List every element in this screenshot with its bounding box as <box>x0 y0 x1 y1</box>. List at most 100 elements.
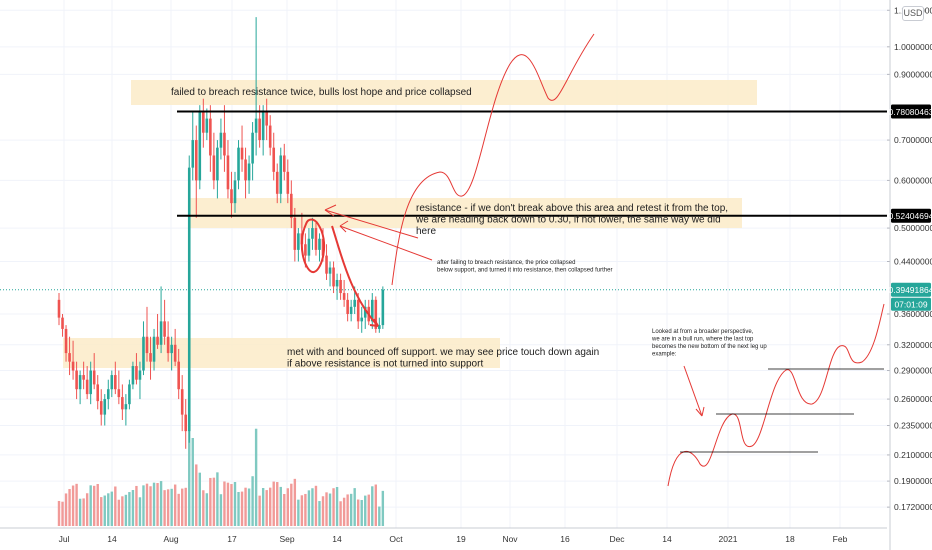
volume-bar <box>381 490 385 526</box>
candle-body <box>258 118 261 141</box>
note-support: if above resistance is not turned into s… <box>287 359 483 370</box>
candle-body <box>106 389 110 400</box>
volume-bar <box>149 486 152 526</box>
volume-bar <box>68 489 71 526</box>
volume-bar <box>332 488 335 526</box>
volume-bar <box>159 481 163 526</box>
volume-bar <box>191 438 194 526</box>
candle-body <box>374 299 378 329</box>
volume-bar <box>276 482 279 526</box>
currency-badge[interactable]: USD <box>902 6 924 21</box>
x-tick-label: Oct <box>389 534 403 544</box>
volume-bar <box>61 501 64 526</box>
candle-body <box>381 289 385 326</box>
price-tag-last <box>891 282 931 297</box>
volume-bar <box>110 491 113 526</box>
arrow-head-upper <box>324 204 337 217</box>
volume-bar <box>325 492 328 526</box>
candle-body <box>180 389 184 415</box>
candle-body <box>321 238 325 256</box>
candle-body <box>198 111 202 181</box>
volume-bar <box>195 464 198 526</box>
candle-body <box>370 299 374 322</box>
volume-bar <box>188 414 191 526</box>
note-example: example: <box>652 352 677 358</box>
candle-body <box>244 159 247 181</box>
candle-body <box>216 147 219 181</box>
price-tag-top-level-text: 0.78080463 <box>889 107 932 117</box>
x-tick-label: Dec <box>609 534 625 544</box>
x-tick-label: 18 <box>785 534 795 544</box>
volume-bar <box>304 493 307 526</box>
candle-body <box>282 155 286 172</box>
volume-bar <box>124 494 128 526</box>
x-tick-label: Feb <box>833 534 848 544</box>
example-arrow <box>683 365 703 417</box>
arrow-line-lower <box>339 225 433 261</box>
candle-body <box>149 353 152 362</box>
candle-body <box>286 171 290 194</box>
note-support: met with and bounced off support. we may… <box>287 347 599 358</box>
price-tag-last-text: 0.39491864 <box>889 285 932 295</box>
volume-bar <box>209 477 212 526</box>
candle-body <box>194 140 198 181</box>
x-tick-label: 2021 <box>719 534 738 544</box>
note-example: becomes the new bottom of the next leg u… <box>652 344 767 350</box>
volume-bar <box>360 500 363 526</box>
note-collapse: after failing to breach resistance, the … <box>437 260 575 266</box>
candle-body <box>353 299 356 307</box>
volume-bar <box>121 496 124 526</box>
volume-bar <box>212 477 216 526</box>
candle-body <box>103 399 107 415</box>
volume-bar <box>142 485 145 526</box>
volume-bar <box>85 493 89 526</box>
candle-body <box>152 336 156 362</box>
candle-body <box>360 317 364 322</box>
candle-body <box>226 155 230 190</box>
volume-bar <box>240 491 244 526</box>
candle-body <box>293 217 297 250</box>
candle-body <box>187 167 191 432</box>
collapse-curve <box>331 225 379 327</box>
x-tick-label: 14 <box>107 534 117 544</box>
candle-body <box>275 171 279 194</box>
candle-body <box>339 279 342 294</box>
zone-top-resistance <box>131 80 757 105</box>
volume-bar <box>293 478 297 526</box>
note-example: we are in a bull run, where the last top <box>651 337 754 343</box>
volume-bar <box>269 487 272 526</box>
candle-body <box>138 370 142 380</box>
volume-bar <box>138 497 142 526</box>
volume-bar <box>216 472 219 526</box>
volume-bar <box>184 487 187 526</box>
x-tick-label: Sep <box>279 534 294 544</box>
volume-bar <box>219 494 223 526</box>
volume-bar <box>311 488 314 526</box>
candle-body <box>142 336 145 371</box>
volume-bar <box>265 490 268 526</box>
volume-bar <box>78 498 82 526</box>
volume-bar <box>75 483 78 526</box>
candle-body <box>96 384 100 402</box>
candle-body <box>78 375 82 390</box>
volume-bar <box>135 485 138 526</box>
volume-bar <box>198 472 201 526</box>
candle-body <box>378 325 381 329</box>
collapse-arrow-head <box>369 318 379 327</box>
candles <box>57 17 385 449</box>
arrow-head-lower <box>339 220 349 233</box>
example-arrow-head <box>695 406 705 417</box>
note-resistance: we are heading back down to 0.30, if not… <box>415 215 721 226</box>
candle-body <box>131 366 135 385</box>
volume-bar <box>226 482 230 526</box>
note-collapse: below support, and turned it into resist… <box>437 268 612 274</box>
candle-body <box>202 111 205 133</box>
countdown-tag-text: 07:01:09 <box>894 299 927 309</box>
